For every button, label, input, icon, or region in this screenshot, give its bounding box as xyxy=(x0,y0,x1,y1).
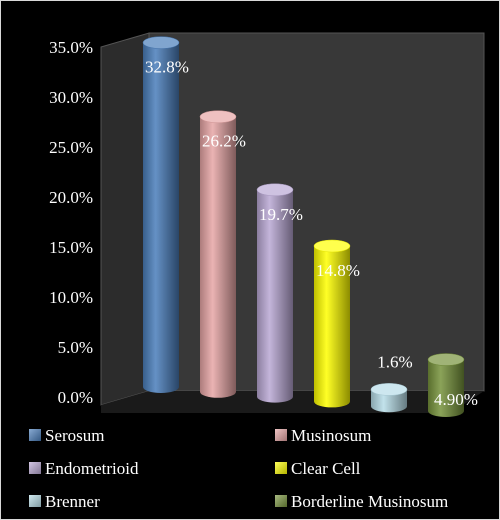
bar-clear-cell xyxy=(313,239,351,408)
legend-label: Serosum xyxy=(45,426,105,445)
legend-item: Endometrioid xyxy=(29,459,139,478)
data-label: 1.6% xyxy=(377,352,412,371)
legend-swatch xyxy=(29,495,41,507)
legend-item: Clear Cell xyxy=(275,459,361,478)
legend-item: Brenner xyxy=(29,492,100,511)
bar-endometrioid xyxy=(256,183,294,403)
legend-label: Clear Cell xyxy=(291,459,361,478)
y-tick-label: 15.0% xyxy=(49,238,93,257)
y-axis: 0.0% 5.0% 10.0% 15.0% 20.0% 25.0% 30.0% 35.0% xyxy=(49,38,93,407)
bar-top xyxy=(142,36,180,49)
y-tick-label: 20.0% xyxy=(49,188,93,207)
y-tick-label: 30.0% xyxy=(49,88,93,107)
data-label: 26.2% xyxy=(202,132,246,151)
legend-label: Endometrioid xyxy=(45,459,139,478)
legend-label: Brenner xyxy=(45,492,100,511)
legend-swatch xyxy=(275,462,287,474)
legend-label: Borderline Musinosum xyxy=(291,492,448,511)
bar-top xyxy=(427,353,465,366)
y-tick-label: 10.0% xyxy=(49,288,93,307)
bar-brenner xyxy=(370,383,408,413)
legend-swatch xyxy=(275,429,287,441)
bar-top xyxy=(313,239,351,253)
bar-body xyxy=(314,246,350,408)
data-label: 14.8% xyxy=(316,261,360,280)
legend: Serosum Musinosum Endometrioid Clear Cell Br… xyxy=(29,426,448,511)
bar-body xyxy=(257,189,293,403)
legend-swatch xyxy=(29,429,41,441)
y-tick-label: 0.0% xyxy=(58,388,93,407)
data-label: 19.7% xyxy=(259,205,303,224)
bar-body xyxy=(200,116,236,398)
bar-body xyxy=(371,389,407,413)
legend-item: Musinosum xyxy=(275,426,371,445)
bar-body xyxy=(428,359,464,417)
bars xyxy=(142,36,465,417)
data-labels: 32.8% 26.2% 19.7% 14.8% 1.6% 4.90% xyxy=(145,58,478,409)
side-wall xyxy=(100,32,150,406)
data-label: 4.90% xyxy=(434,390,478,409)
bar-top xyxy=(256,183,294,196)
bar-body xyxy=(143,42,179,393)
y-tick-label: 25.0% xyxy=(49,138,93,157)
bar-musinosum xyxy=(199,110,237,398)
bar-borderline-musinosum xyxy=(427,353,465,417)
legend-swatch xyxy=(29,462,41,474)
data-label: 32.8% xyxy=(145,58,189,77)
bar-top xyxy=(199,110,237,123)
y-tick-label: 35.0% xyxy=(49,38,93,57)
y-tick-label: 5.0% xyxy=(58,338,93,357)
legend-swatch xyxy=(275,495,287,507)
bar-top xyxy=(370,383,408,396)
legend-item: Serosum xyxy=(29,426,105,445)
bar-serosum xyxy=(142,36,180,393)
legend-item: Borderline Musinosum xyxy=(275,492,448,511)
legend-label: Musinosum xyxy=(291,426,371,445)
